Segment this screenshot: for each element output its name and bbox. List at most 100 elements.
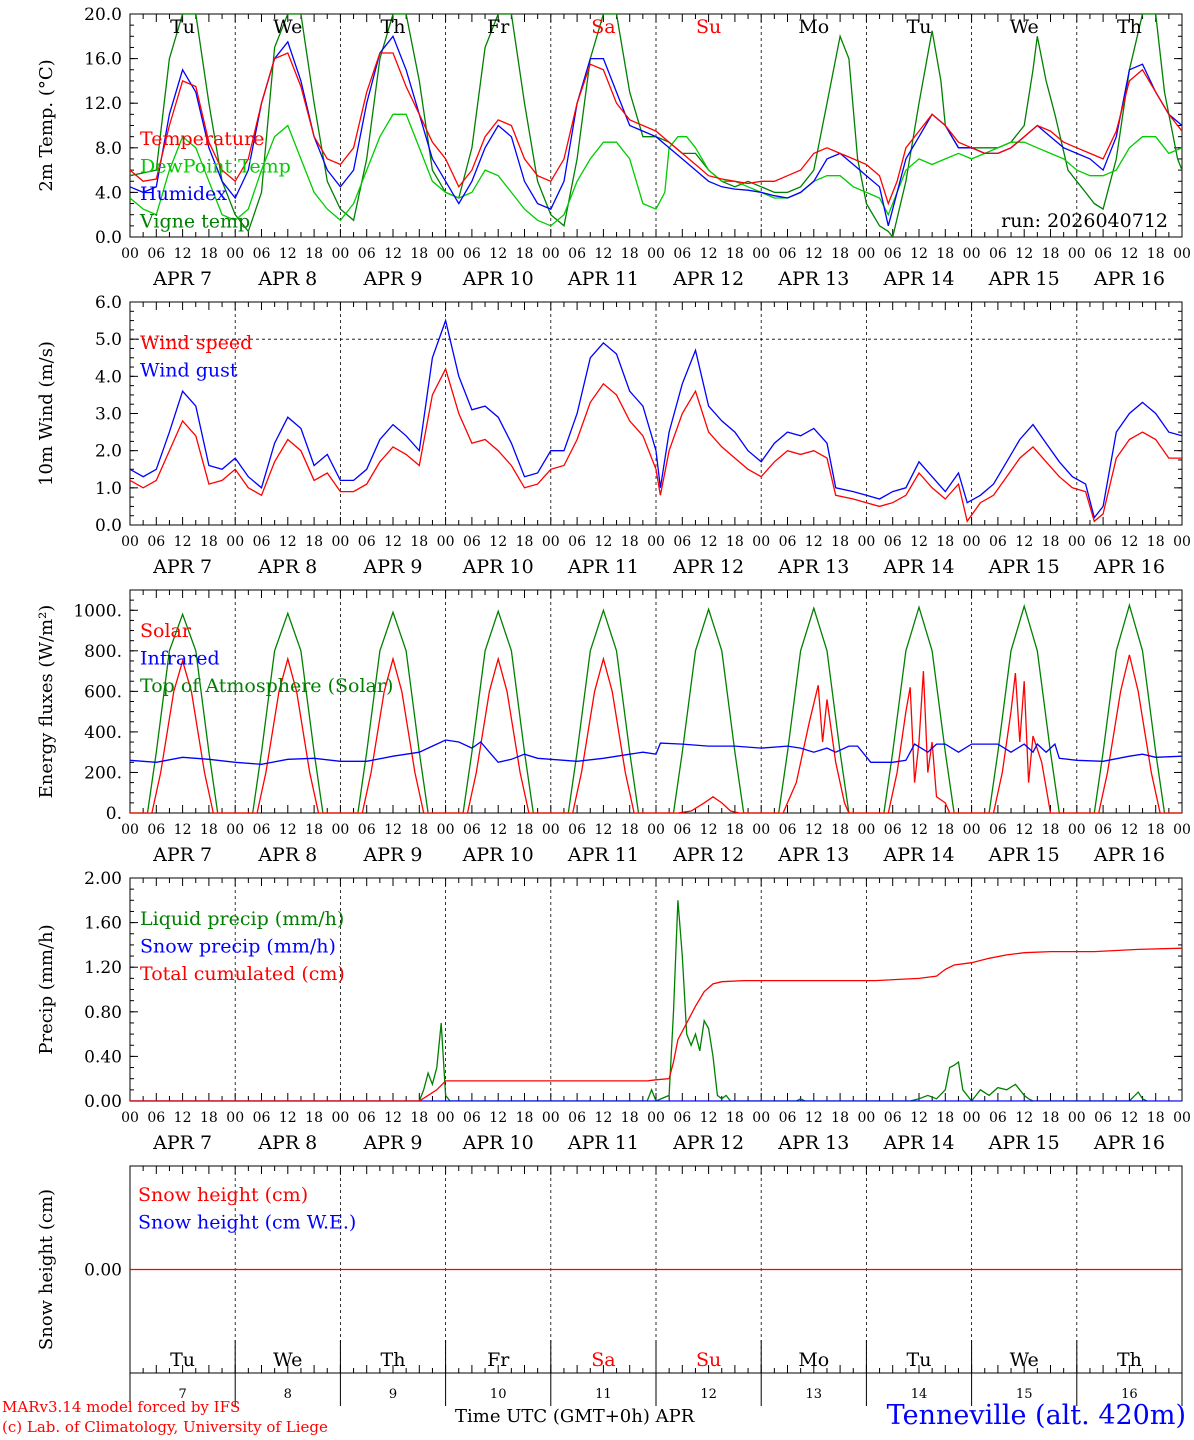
hour-tick-label: 18	[516, 1110, 534, 1126]
hour-tick-label: 06	[147, 246, 165, 262]
hour-tick-label: 06	[673, 534, 691, 550]
hour-tick-label: 18	[1042, 1110, 1060, 1126]
weekday-label: Th	[1117, 16, 1142, 38]
series-line-infrared	[130, 739, 1182, 765]
series-line-dewpoint-temp	[130, 113, 1182, 227]
bottom-day-number: 9	[389, 1387, 397, 1402]
hour-tick-label: 06	[358, 1110, 376, 1126]
legend-entry: Snow height (cm W.E.)	[138, 1212, 356, 1234]
series-line-solar	[130, 654, 1182, 813]
hour-tick-label: 18	[516, 822, 534, 838]
date-label: APR 12	[672, 1132, 744, 1154]
y-tick-label: 200.	[84, 763, 122, 783]
hour-tick-label: 00	[437, 534, 455, 550]
date-label: APR 7	[152, 556, 212, 578]
hour-tick-label: 06	[1094, 534, 1112, 550]
legend-entry: Vigne temp	[139, 211, 250, 233]
legend-entry: Snow precip (mm/h)	[140, 936, 336, 958]
hour-tick-label: 00	[857, 1110, 875, 1126]
hour-tick-label: 18	[621, 534, 639, 550]
bottom-day-number: 7	[178, 1387, 186, 1402]
hour-tick-label: 12	[1120, 822, 1138, 838]
hour-tick-label: 06	[1094, 246, 1112, 262]
hour-tick-label: 12	[384, 822, 402, 838]
hour-tick-label: 00	[647, 246, 665, 262]
weekday-label: We	[273, 16, 302, 38]
hour-tick-label: 06	[673, 246, 691, 262]
hour-tick-label: 12	[910, 534, 928, 550]
hour-tick-label: 06	[253, 1110, 271, 1126]
hour-tick-label: 00	[647, 822, 665, 838]
hour-tick-label: 18	[200, 1110, 218, 1126]
date-label: APR 16	[1093, 268, 1165, 290]
date-label: APR 16	[1093, 556, 1165, 578]
bottom-weekday-label: We	[1010, 1349, 1039, 1371]
y-tick-label: 3.0	[95, 405, 122, 425]
date-label: APR 8	[257, 1132, 317, 1154]
hour-tick-label: 12	[1015, 822, 1033, 838]
y-tick-label: 0.0	[95, 228, 122, 248]
hour-tick-label: 12	[700, 1110, 718, 1126]
hour-tick-label: 18	[305, 246, 323, 262]
time-axis-label: Time UTC (GMT+0h) APR	[455, 1406, 695, 1427]
hour-tick-label: 06	[358, 246, 376, 262]
date-label: APR 11	[567, 268, 639, 290]
y-tick-label: 0.	[106, 804, 122, 824]
y-axis-title: Snow height (cm)	[36, 1189, 57, 1350]
hour-tick-label: 00	[1068, 534, 1086, 550]
hour-tick-label: 12	[1120, 1110, 1138, 1126]
date-label: APR 8	[257, 844, 317, 866]
date-label: APR 10	[462, 844, 534, 866]
hour-tick-label: 12	[1120, 246, 1138, 262]
y-tick-label: 1.60	[84, 914, 122, 934]
bottom-day-number: 13	[806, 1387, 823, 1402]
hour-tick-label: 18	[936, 246, 954, 262]
hour-tick-label: 18	[936, 534, 954, 550]
hour-tick-label: 12	[700, 822, 718, 838]
hour-tick-label: 00	[963, 246, 981, 262]
hour-tick-label: 00	[752, 534, 770, 550]
hour-tick-label: 12	[594, 534, 612, 550]
hour-tick-label: 06	[147, 822, 165, 838]
y-tick-label: 1000.	[73, 601, 122, 621]
hour-tick-label: 00	[1173, 534, 1191, 550]
y-tick-label: 400.	[84, 723, 122, 743]
hour-tick-label: 00	[331, 246, 349, 262]
legend-entry: Total cumulated (cm)	[140, 963, 345, 985]
hour-tick-label: 18	[621, 1110, 639, 1126]
hour-tick-label: 06	[253, 534, 271, 550]
legend-entry: Infrared	[140, 648, 220, 670]
bottom-weekday-label: Mo	[798, 1349, 829, 1371]
series-line-top-of-atmosphere-solar-	[130, 602, 1182, 813]
hour-tick-label: 06	[779, 822, 797, 838]
date-label: APR 15	[988, 1132, 1060, 1154]
bottom-day-number: 15	[1016, 1387, 1033, 1402]
hour-tick-label: 18	[410, 246, 428, 262]
y-tick-label: 1.0	[95, 479, 122, 499]
hour-tick-label: 00	[963, 822, 981, 838]
y-tick-label: 0.00	[84, 1261, 122, 1281]
hour-tick-label: 06	[568, 534, 586, 550]
hour-tick-label: 18	[200, 534, 218, 550]
y-tick-label: 12.0	[84, 94, 122, 114]
hour-tick-label: 06	[463, 246, 481, 262]
hour-tick-label: 18	[1147, 534, 1165, 550]
date-label: APR 7	[152, 268, 212, 290]
date-label: APR 11	[567, 844, 639, 866]
date-label: APR 14	[882, 268, 954, 290]
bottom-day-number: 11	[595, 1387, 612, 1402]
hour-tick-label: 12	[174, 1110, 192, 1126]
hour-tick-label: 18	[410, 1110, 428, 1126]
hour-tick-label: 12	[700, 246, 718, 262]
hour-tick-label: 00	[647, 534, 665, 550]
legend-entry: Wind gust	[140, 360, 238, 382]
plot-frame-2	[129, 589, 1183, 814]
bottom-day-number: 16	[1121, 1387, 1138, 1402]
date-label: APR 13	[777, 1132, 849, 1154]
date-label: APR 14	[882, 844, 954, 866]
hour-tick-label: 18	[1147, 822, 1165, 838]
date-label: APR 13	[777, 268, 849, 290]
legend-entry: DewPoint Temp	[140, 156, 291, 178]
hour-tick-label: 00	[1068, 1110, 1086, 1126]
